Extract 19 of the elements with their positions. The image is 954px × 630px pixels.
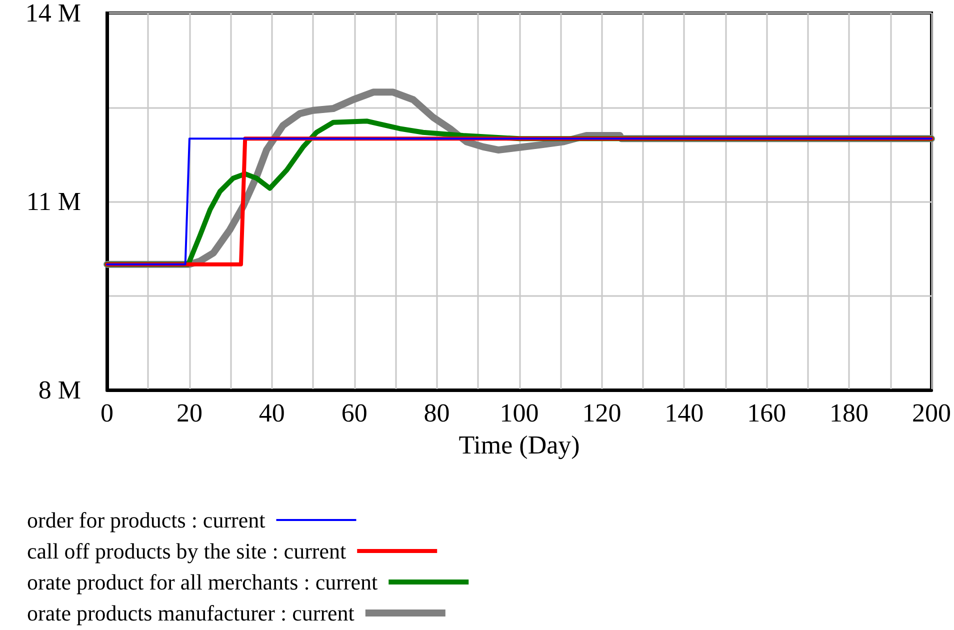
legend-label: orate product for all merchants : current — [27, 570, 378, 594]
legend-label: call off products by the site : current — [27, 538, 346, 564]
y-tick-label: 14 M — [25, 0, 81, 28]
y-tick-label: 11 M — [26, 187, 81, 216]
x-tick-label: 80 — [424, 398, 450, 428]
y-tick-label: 8 M — [38, 376, 81, 404]
x-tick-label: 200 — [912, 398, 951, 428]
x-tick-label: 20 — [176, 398, 202, 428]
x-tick-label: 180 — [830, 398, 869, 428]
x-tick-label: 100 — [500, 398, 539, 428]
x-tick-label: 40 — [258, 398, 285, 428]
x-axis-title: Time (Day) — [458, 430, 580, 460]
x-tick-label: 160 — [747, 398, 786, 428]
x-tick-label: 60 — [341, 398, 368, 428]
x-tick-label: 140 — [664, 398, 704, 428]
x-tick-label: 0 — [100, 398, 114, 428]
legend-label: orate products manufacturer : current — [26, 600, 354, 626]
x-tick-label: 120 — [582, 398, 622, 428]
legend-label: order for products : current — [26, 508, 266, 532]
